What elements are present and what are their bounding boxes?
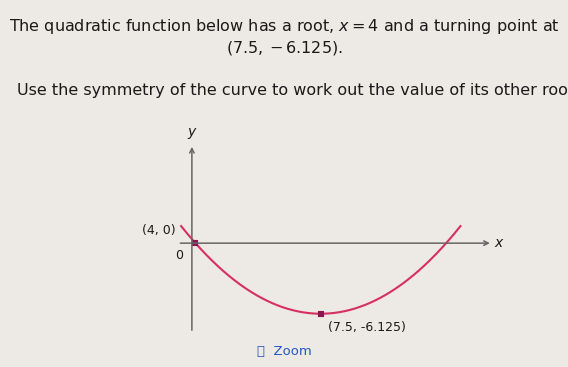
- Text: Use the symmetry of the curve to work out the value of its other root.: Use the symmetry of the curve to work ou…: [17, 83, 568, 98]
- Text: (4, 0): (4, 0): [142, 224, 176, 237]
- Text: $(7.5, -6.125)$.: $(7.5, -6.125)$.: [225, 39, 343, 57]
- Text: (7.5, -6.125): (7.5, -6.125): [328, 321, 406, 334]
- Text: $y$: $y$: [186, 126, 197, 141]
- Text: 0: 0: [175, 249, 183, 262]
- Text: The quadratic function below has a root, $x = 4$ and a turning point at: The quadratic function below has a root,…: [9, 17, 559, 36]
- Text: $x$: $x$: [495, 236, 505, 250]
- Text: 🔍  Zoom: 🔍 Zoom: [257, 345, 311, 358]
